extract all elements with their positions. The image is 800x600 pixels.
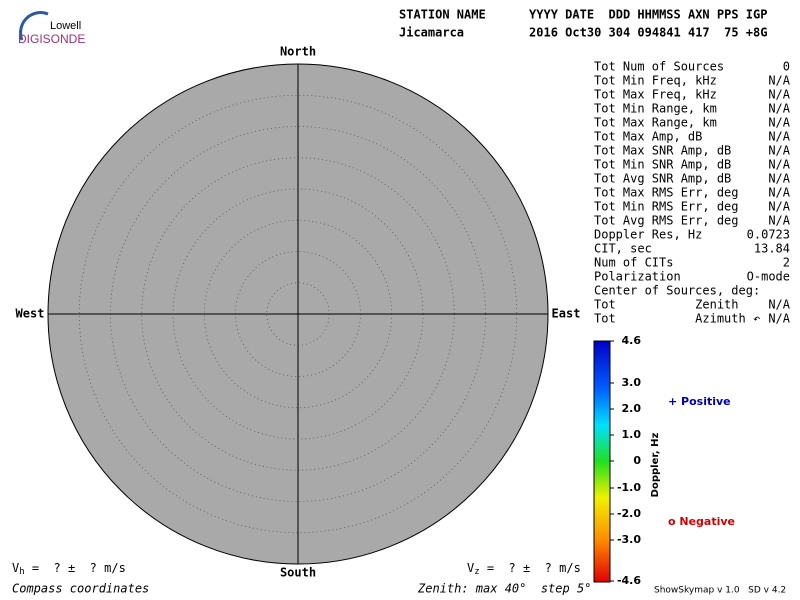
colorbar	[593, 340, 611, 583]
stat-value: N/A	[768, 200, 790, 214]
logo-bottom: DIGISONDE	[18, 32, 85, 46]
stat-label: Tot Max SNR Amp, dB	[594, 144, 731, 158]
stat-value: N/A	[768, 172, 790, 186]
stat-label: Tot Num of Sources	[594, 60, 724, 74]
legend-positive: + Positive	[668, 395, 731, 408]
stat-value: N/A	[768, 214, 790, 228]
stat-value: N/A	[768, 144, 790, 158]
symbol: V	[467, 561, 474, 575]
colorbar-tick-label: 2.0	[622, 402, 642, 415]
stat-label: Tot Min Range, km	[594, 102, 717, 116]
stat-label: Center of Sources, deg:	[594, 284, 760, 298]
stat-label: Tot Max RMS Err, deg	[594, 186, 739, 200]
stat-value: N/A	[768, 312, 790, 326]
stat-value: N/A	[768, 158, 790, 172]
stat-value: 13.84	[754, 242, 790, 256]
colorbar-tick-label: -3.0	[617, 533, 641, 546]
colorbar-tick-label: 0	[633, 454, 641, 467]
stat-label: Tot Avg SNR Amp, dB	[594, 172, 731, 186]
stat-value: 2	[783, 256, 790, 270]
subscript: z	[474, 567, 479, 577]
colorbar-title: Doppler, Hz	[650, 433, 661, 498]
velocity-text: = ? ± ? m/s	[25, 561, 126, 575]
stat-label: CIT, sec	[594, 242, 652, 256]
stat-label: Num of CITs	[594, 256, 673, 270]
stat-label: Tot Avg RMS Err, deg	[594, 214, 739, 228]
compass-south: South	[280, 566, 316, 580]
colorbar-tick-label: -1.0	[617, 481, 641, 494]
stat-value: N/A	[768, 298, 790, 312]
coordinates-note: Compass coordinates	[12, 582, 149, 596]
subscript: h	[19, 567, 24, 577]
compass-west: West	[16, 307, 45, 321]
stat-label: Tot Zenith	[594, 298, 739, 312]
colorbar-tick-label: -4.6	[617, 574, 641, 587]
stat-label: Tot Azimuth ↶	[594, 312, 760, 326]
stat-value: N/A	[768, 130, 790, 144]
logo-arc	[19, 11, 49, 41]
colorbar-tick-label: 3.0	[622, 376, 642, 389]
stat-value: N/A	[768, 74, 790, 88]
stat-value: N/A	[768, 88, 790, 102]
velocity-h: Vh = ? ± ? m/s	[12, 561, 126, 577]
velocity-z: Vz = ? ± ? m/s	[467, 561, 581, 577]
colorbar-tick-label: 1.0	[622, 428, 642, 441]
compass-north: North	[280, 45, 316, 59]
stat-label: Polarization	[594, 270, 681, 284]
stat-value: O-mode	[747, 270, 790, 284]
stat-value: N/A	[768, 102, 790, 116]
colorbar-tick-label: -2.0	[617, 507, 641, 520]
legend-negative: o Negative	[668, 515, 735, 528]
stat-label: Tot Min SNR Amp, dB	[594, 158, 731, 172]
stat-label: Tot Max Range, km	[594, 116, 717, 130]
stat-label: Doppler Res, Hz	[594, 228, 702, 242]
compass-east: East	[552, 307, 581, 321]
version: ShowSkymap v 1.0 SD v 4.2	[654, 586, 786, 596]
stat-label: Tot Min Freq, kHz	[594, 74, 717, 88]
header-line: STATION NAME YYYY DATE DDD HHMMSS AXN PP…	[399, 8, 767, 22]
stat-value: 0	[783, 60, 790, 74]
colorbar-tick-label: 4.6	[622, 334, 642, 347]
stat-value: N/A	[768, 186, 790, 200]
velocity-text: = ? ± ? m/s	[480, 561, 581, 575]
symbol: V	[12, 561, 19, 575]
zenith-note: Zenith: max 40° step 5°	[417, 582, 591, 596]
stat-label: Tot Max Amp, dB	[594, 130, 702, 144]
stat-value: 0.0723	[747, 228, 790, 242]
logo-top: Lowell	[50, 20, 81, 32]
header-line: Jicamarca 2016 Oct30 304 094841 417 75 +…	[399, 26, 767, 40]
stat-value: N/A	[768, 116, 790, 130]
stat-label: Tot Max Freq, kHz	[594, 88, 717, 102]
stat-label: Tot Min RMS Err, deg	[594, 200, 739, 214]
